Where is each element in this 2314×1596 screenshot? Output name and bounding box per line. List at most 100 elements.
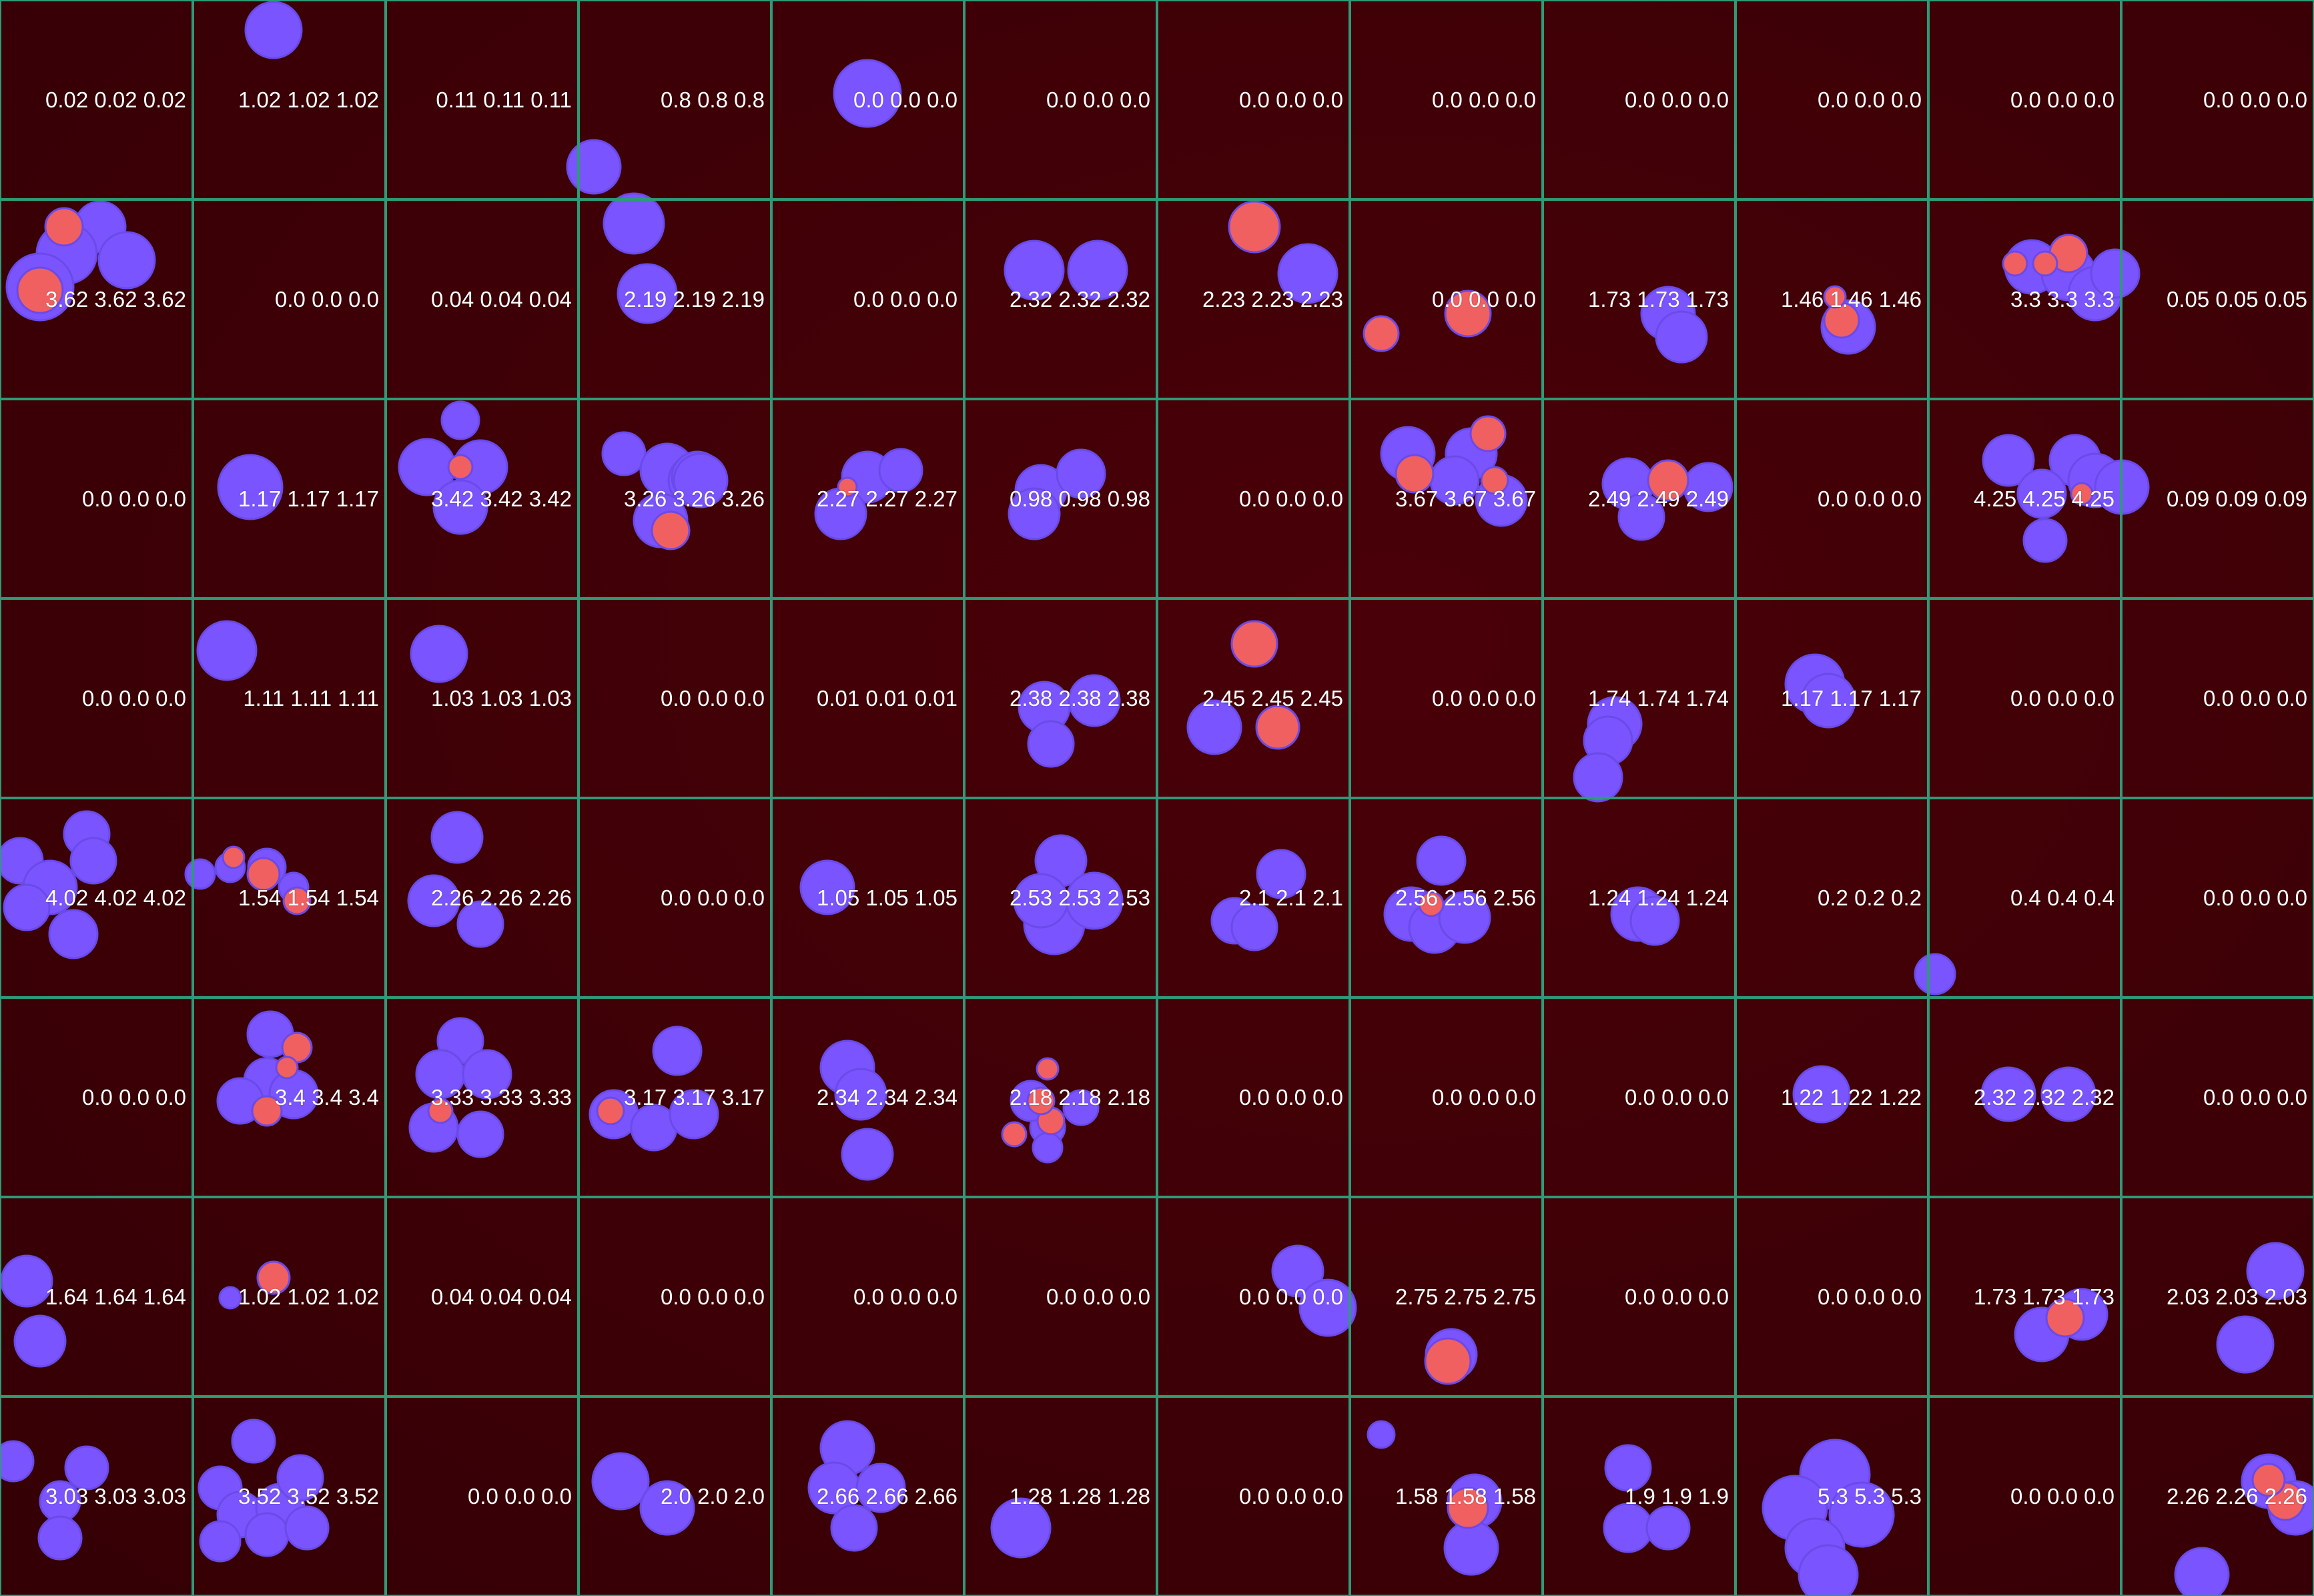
cell-value-label: 3.52 3.52 3.52 [238, 1484, 379, 1509]
grid-cell: 0.0 0.0 0.0 [578, 798, 771, 998]
marker [1647, 459, 1689, 502]
cell-value-label: 0.0 0.0 0.0 [1432, 287, 1536, 312]
nucleus [1256, 849, 1306, 899]
grid-cell: 3.4 3.4 3.4 [193, 998, 386, 1197]
grid-cell: 0.0 0.0 0.0 [1157, 998, 1350, 1197]
grid-cell: 0.0 0.0 0.0 [1350, 598, 1543, 798]
nucleus [1438, 891, 1491, 944]
cell-value-label: 2.27 2.27 2.27 [816, 486, 957, 511]
grid-cell: 0.02 0.02 0.02 [0, 0, 193, 200]
grid-cell: 0.0 0.0 0.0 [578, 598, 771, 798]
grid-cell: 1.58 1.58 1.58 [1350, 1396, 1543, 1596]
cell-value-label: 0.0 0.0 0.0 [1818, 486, 1922, 511]
cell-value-label: 2.1 2.1 2.1 [1239, 885, 1343, 910]
nucleus [1792, 1065, 1851, 1124]
cell-value-label: 1.58 1.58 1.58 [1395, 1484, 1536, 1509]
grid-cell: 0.04 0.04 0.04 [386, 200, 578, 399]
cell-value-label: 1.11 1.11 1.11 [243, 686, 379, 711]
grid-cell: 2.26 2.26 2.26 [2121, 1396, 2314, 1596]
grid-cell: 0.0 0.0 0.0 [1543, 0, 1736, 200]
cell-value-label: 0.0 0.0 0.0 [82, 686, 186, 711]
nucleus [2246, 1242, 2305, 1300]
cell-value-label: 2.56 2.56 2.56 [1395, 885, 1536, 910]
cell-value-label: 1.46 1.46 1.46 [1780, 287, 1922, 312]
cell-value-label: 0.0 0.0 0.0 [82, 1085, 186, 1110]
nucleus [0, 1254, 53, 1308]
grid-cell: 2.34 2.34 2.34 [771, 998, 964, 1197]
cell-value-label: 3.26 3.26 3.26 [623, 486, 765, 511]
grid-cell: 0.0 0.0 0.0 [1350, 200, 1543, 399]
grid-cell: 4.25 4.25 4.25 [1928, 399, 2121, 598]
nucleus [1798, 1544, 1859, 1596]
nucleus [407, 874, 460, 927]
cell-value-label: 2.53 2.53 2.53 [1009, 885, 1150, 910]
cell-value-label: 3.42 3.42 3.42 [430, 486, 572, 511]
cell-value-label: 2.19 2.19 2.19 [623, 287, 765, 312]
marker [1395, 454, 1435, 494]
grid-cell: 1.22 1.22 1.22 [1736, 998, 1928, 1197]
grid-cell: 0.0 0.0 0.0 [1157, 1396, 1350, 1596]
cell-value-label: 0.0 0.0 0.0 [468, 1484, 572, 1509]
grid-cell: 2.38 2.38 2.38 [964, 598, 1157, 798]
nucleus [2174, 1547, 2230, 1596]
cell-value-label: 1.05 1.05 1.05 [816, 885, 957, 910]
nucleus [673, 452, 729, 508]
nucleus [1067, 240, 1128, 301]
nucleus [617, 263, 678, 324]
grid-cell: 0.8 0.8 0.8 [578, 0, 771, 200]
grid-cell: 0.0 0.0 0.0 [2121, 598, 2314, 798]
marker [275, 1056, 299, 1080]
grid-cell: 0.0 0.0 0.0 [2121, 998, 2314, 1197]
grid-cell: 0.98 0.98 0.98 [964, 399, 1157, 598]
grid-cell: 1.17 1.17 1.17 [193, 399, 386, 598]
cell-value-label: 0.0 0.0 0.0 [661, 1284, 765, 1309]
grid-cell: 1.02 1.02 1.02 [193, 1197, 386, 1396]
cell-value-label: 0.8 0.8 0.8 [661, 87, 765, 112]
marker [2070, 482, 2094, 506]
marker [251, 1095, 283, 1127]
grid-cell: 1.03 1.03 1.03 [386, 598, 578, 798]
nucleus [1604, 1444, 1652, 1492]
cell-value-label: 0.0 0.0 0.0 [2203, 87, 2307, 112]
grid-cell: 2.0 2.0 2.0 [578, 1396, 771, 1596]
nucleus [1573, 752, 1623, 803]
cell-value-label: 1.02 1.02 1.02 [238, 1284, 379, 1309]
grid-cell: 0.0 0.0 0.0 [1736, 1197, 1928, 1396]
nucleus [69, 837, 117, 885]
cell-value-label: 1.54 1.54 1.54 [238, 885, 379, 910]
nucleus [2040, 1066, 2096, 1122]
grid-cell: 0.09 0.09 0.09 [2121, 399, 2314, 598]
nucleus [639, 1480, 695, 1536]
cell-value-label: 0.04 0.04 0.04 [430, 287, 572, 312]
grid-cell: 1.73 1.73 1.73 [1543, 200, 1736, 399]
cell-value-label: 0.0 0.0 0.0 [2010, 1484, 2114, 1509]
nucleus [244, 1, 303, 59]
grid-cell: 0.04 0.04 0.04 [386, 1197, 578, 1396]
grid-cell: 0.0 0.0 0.0 [0, 598, 193, 798]
grid-cell: 0.0 0.0 0.0 [1350, 998, 1543, 1197]
cell-value-label: 0.0 0.0 0.0 [1046, 1284, 1150, 1309]
grid-cell: 3.67 3.67 3.67 [1350, 399, 1543, 598]
grid-cell: 0.0 0.0 0.0 [1928, 0, 2121, 200]
grid-cell: 0.0 0.0 0.0 [1736, 399, 1928, 598]
grid-cell: 4.02 4.02 4.02 [0, 798, 193, 998]
nucleus [196, 620, 258, 681]
cell-value-label: 0.0 0.0 0.0 [1239, 486, 1343, 511]
cell-value-label: 1.22 1.22 1.22 [1780, 1085, 1922, 1110]
nucleus [1980, 1066, 2036, 1122]
marker [1036, 1057, 1060, 1081]
cell-value-label: 0.0 0.0 0.0 [275, 287, 379, 312]
nucleus [566, 139, 622, 195]
nucleus [1004, 240, 1065, 301]
grid-cell: 0.0 0.0 0.0 [1157, 1197, 1350, 1396]
grid-cell: 0.11 0.11 0.11 [386, 0, 578, 200]
grid-cell: 2.75 2.75 2.75 [1350, 1197, 1543, 1396]
grid-cell: 1.46 1.46 1.46 [1736, 200, 1928, 399]
marker [246, 857, 281, 891]
grid-cell: 0.0 0.0 0.0 [1736, 0, 1928, 200]
grid-cell: 2.1 2.1 2.1 [1157, 798, 1350, 998]
nucleus [603, 192, 665, 255]
cell-value-label: 0.0 0.0 0.0 [661, 686, 765, 711]
cell-value-label: 2.45 2.45 2.45 [1202, 686, 1343, 711]
